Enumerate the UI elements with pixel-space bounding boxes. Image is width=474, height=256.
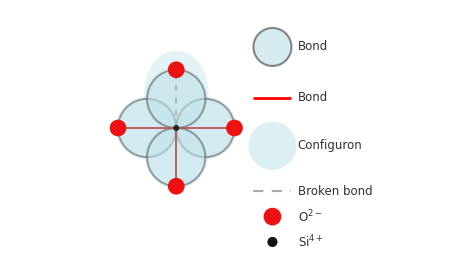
Circle shape xyxy=(173,125,179,131)
Circle shape xyxy=(168,178,184,194)
Text: Bond: Bond xyxy=(298,40,328,54)
Circle shape xyxy=(168,61,184,78)
Circle shape xyxy=(264,208,281,226)
Circle shape xyxy=(162,113,191,143)
Circle shape xyxy=(145,126,208,189)
Text: Si$^{4+}$: Si$^{4+}$ xyxy=(298,234,323,250)
Circle shape xyxy=(147,70,205,128)
Circle shape xyxy=(267,237,277,247)
Text: O$^{2-}$: O$^{2-}$ xyxy=(298,208,322,225)
Circle shape xyxy=(147,128,205,186)
Circle shape xyxy=(118,99,176,157)
Ellipse shape xyxy=(144,51,208,132)
Circle shape xyxy=(176,99,235,157)
Text: Broken bond: Broken bond xyxy=(298,185,373,198)
Circle shape xyxy=(227,120,242,136)
Text: Configuron: Configuron xyxy=(298,139,363,152)
Text: Bond: Bond xyxy=(298,91,328,104)
Circle shape xyxy=(168,178,184,195)
Circle shape xyxy=(254,28,292,66)
Circle shape xyxy=(145,67,208,130)
Circle shape xyxy=(116,97,179,159)
Circle shape xyxy=(110,120,126,136)
Circle shape xyxy=(174,97,237,159)
Circle shape xyxy=(168,62,184,78)
Circle shape xyxy=(109,120,127,136)
Circle shape xyxy=(226,120,243,136)
Circle shape xyxy=(248,122,297,170)
